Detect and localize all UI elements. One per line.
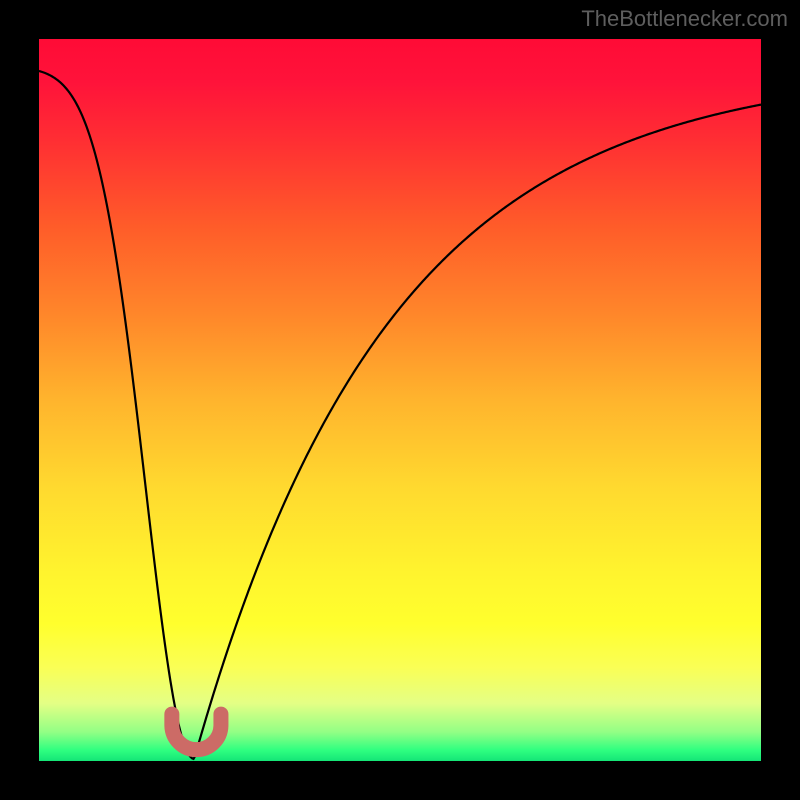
bottleneck-chart [0,0,800,800]
watermark-text: TheBottlenecker.com [581,6,788,32]
plot-background [39,39,761,761]
